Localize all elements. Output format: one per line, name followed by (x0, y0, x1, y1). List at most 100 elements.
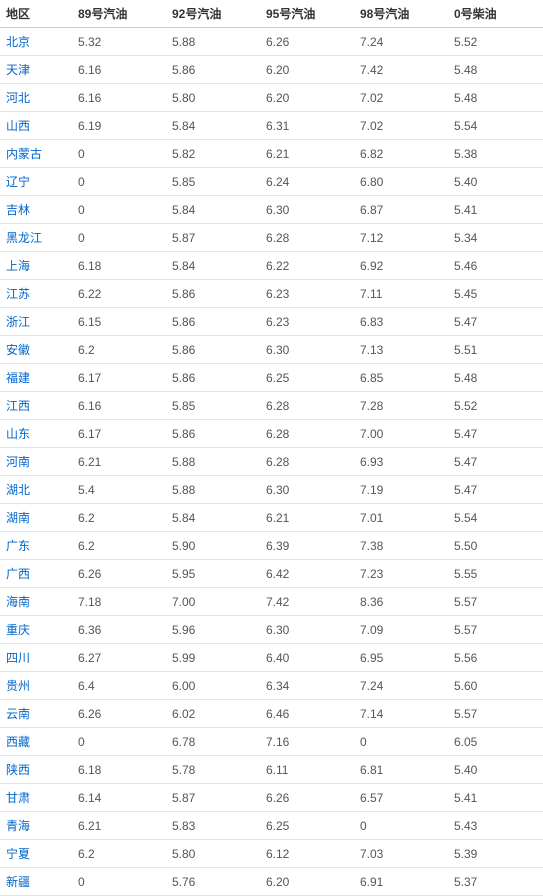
cell-g98: 6.95 (354, 644, 448, 672)
region-link[interactable]: 天津 (6, 63, 30, 77)
cell-region[interactable]: 安徽 (0, 336, 72, 364)
cell-g95: 6.23 (260, 308, 354, 336)
cell-g89: 6.18 (72, 756, 166, 784)
region-link[interactable]: 上海 (6, 259, 30, 273)
cell-region[interactable]: 重庆 (0, 616, 72, 644)
cell-region[interactable]: 内蒙古 (0, 140, 72, 168)
cell-g95: 6.28 (260, 224, 354, 252)
region-link[interactable]: 江西 (6, 399, 30, 413)
cell-g98: 7.38 (354, 532, 448, 560)
cell-g89: 6.15 (72, 308, 166, 336)
cell-g92: 5.99 (166, 644, 260, 672)
region-link[interactable]: 江苏 (6, 287, 30, 301)
region-link[interactable]: 甘肃 (6, 791, 30, 805)
region-link[interactable]: 辽宁 (6, 175, 30, 189)
cell-d0: 5.50 (448, 532, 543, 560)
cell-g98: 7.14 (354, 700, 448, 728)
cell-d0: 5.47 (448, 448, 543, 476)
region-link[interactable]: 湖南 (6, 511, 30, 525)
cell-g89: 6.27 (72, 644, 166, 672)
cell-region[interactable]: 湖北 (0, 476, 72, 504)
table-row: 宁夏6.25.806.127.035.39 (0, 840, 543, 868)
cell-d0: 5.57 (448, 588, 543, 616)
cell-g89: 0 (72, 868, 166, 896)
cell-g89: 6.17 (72, 420, 166, 448)
region-link[interactable]: 贵州 (6, 679, 30, 693)
table-row: 重庆6.365.966.307.095.57 (0, 616, 543, 644)
region-link[interactable]: 河北 (6, 91, 30, 105)
table-row: 河南6.215.886.286.935.47 (0, 448, 543, 476)
cell-region[interactable]: 新疆 (0, 868, 72, 896)
region-link[interactable]: 云南 (6, 707, 30, 721)
cell-region[interactable]: 吉林 (0, 196, 72, 224)
region-link[interactable]: 广西 (6, 567, 30, 581)
cell-region[interactable]: 辽宁 (0, 168, 72, 196)
cell-region[interactable]: 河南 (0, 448, 72, 476)
cell-g98: 7.13 (354, 336, 448, 364)
cell-region[interactable]: 河北 (0, 84, 72, 112)
region-link[interactable]: 陕西 (6, 763, 30, 777)
cell-region[interactable]: 北京 (0, 28, 72, 56)
cell-g92: 5.85 (166, 392, 260, 420)
region-link[interactable]: 黑龙江 (6, 231, 42, 245)
region-link[interactable]: 安徽 (6, 343, 30, 357)
cell-region[interactable]: 山东 (0, 420, 72, 448)
cell-region[interactable]: 广西 (0, 560, 72, 588)
cell-g89: 6.19 (72, 112, 166, 140)
cell-d0: 5.45 (448, 280, 543, 308)
cell-region[interactable]: 江西 (0, 392, 72, 420)
cell-g98: 6.80 (354, 168, 448, 196)
cell-d0: 5.47 (448, 308, 543, 336)
region-link[interactable]: 西藏 (6, 735, 30, 749)
cell-region[interactable]: 江苏 (0, 280, 72, 308)
cell-region[interactable]: 贵州 (0, 672, 72, 700)
cell-g95: 6.23 (260, 280, 354, 308)
cell-g98: 6.57 (354, 784, 448, 812)
region-link[interactable]: 青海 (6, 819, 30, 833)
cell-d0: 5.40 (448, 756, 543, 784)
cell-d0: 5.47 (448, 476, 543, 504)
cell-region[interactable]: 山西 (0, 112, 72, 140)
cell-region[interactable]: 广东 (0, 532, 72, 560)
region-link[interactable]: 新疆 (6, 875, 30, 889)
cell-region[interactable]: 四川 (0, 644, 72, 672)
cell-g95: 6.22 (260, 252, 354, 280)
region-link[interactable]: 广东 (6, 539, 30, 553)
table-row: 海南7.187.007.428.365.57 (0, 588, 543, 616)
region-link[interactable]: 山东 (6, 427, 30, 441)
cell-region[interactable]: 上海 (0, 252, 72, 280)
region-link[interactable]: 浙江 (6, 315, 30, 329)
table-row: 湖北5.45.886.307.195.47 (0, 476, 543, 504)
region-link[interactable]: 四川 (6, 651, 30, 665)
region-link[interactable]: 山西 (6, 119, 30, 133)
cell-region[interactable]: 黑龙江 (0, 224, 72, 252)
cell-g95: 6.30 (260, 196, 354, 224)
cell-region[interactable]: 西藏 (0, 728, 72, 756)
cell-region[interactable]: 湖南 (0, 504, 72, 532)
cell-region[interactable]: 云南 (0, 700, 72, 728)
region-link[interactable]: 内蒙古 (6, 147, 42, 161)
cell-region[interactable]: 天津 (0, 56, 72, 84)
cell-g95: 6.39 (260, 532, 354, 560)
cell-region[interactable]: 浙江 (0, 308, 72, 336)
region-link[interactable]: 宁夏 (6, 847, 30, 861)
region-link[interactable]: 北京 (6, 35, 30, 49)
cell-region[interactable]: 青海 (0, 812, 72, 840)
cell-g98: 7.09 (354, 616, 448, 644)
table-row: 辽宁05.856.246.805.40 (0, 168, 543, 196)
region-link[interactable]: 海南 (6, 595, 30, 609)
table-row: 天津6.165.866.207.425.48 (0, 56, 543, 84)
cell-region[interactable]: 陕西 (0, 756, 72, 784)
cell-g98: 7.42 (354, 56, 448, 84)
cell-g98: 8.36 (354, 588, 448, 616)
region-link[interactable]: 重庆 (6, 623, 30, 637)
region-link[interactable]: 湖北 (6, 483, 30, 497)
cell-region[interactable]: 海南 (0, 588, 72, 616)
cell-g89: 6.4 (72, 672, 166, 700)
cell-region[interactable]: 宁夏 (0, 840, 72, 868)
cell-region[interactable]: 福建 (0, 364, 72, 392)
region-link[interactable]: 河南 (6, 455, 30, 469)
cell-region[interactable]: 甘肃 (0, 784, 72, 812)
region-link[interactable]: 福建 (6, 371, 30, 385)
region-link[interactable]: 吉林 (6, 203, 30, 217)
